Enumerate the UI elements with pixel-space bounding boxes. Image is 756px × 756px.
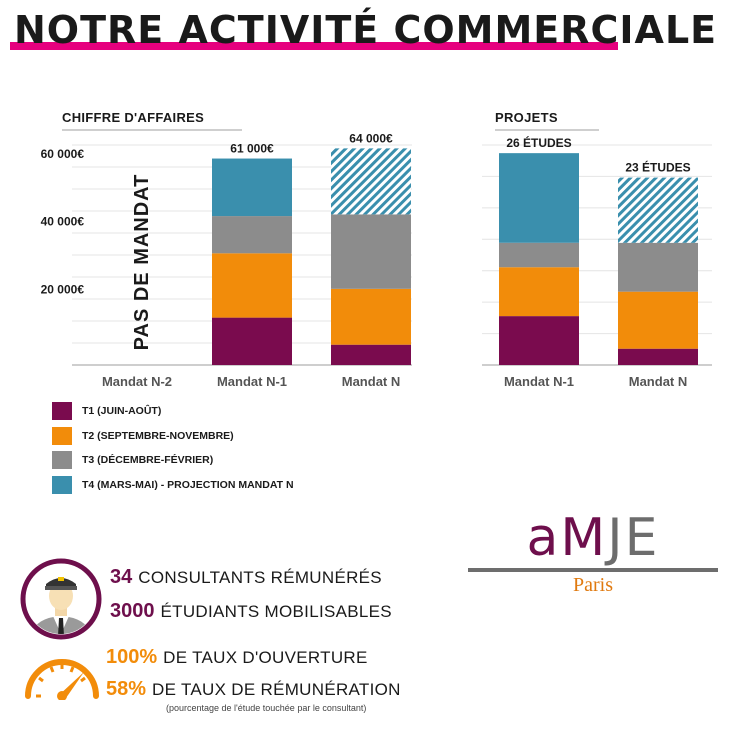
bar-segment [618,177,698,243]
x-tick-label: Mandat N [342,374,401,389]
ca-chart: 20 000€ 40 000€ 60 000€ Mandat N-2 61 000€ Ma… [41,131,412,389]
y-tick-label: 60 000€ [41,147,85,161]
legend-item-t1: T1 (JUIN-AOÛT) [52,402,161,420]
stat-etudiants-number: 3000 [110,600,155,622]
legend-label-t2: T2 (SEPTEMBRE-NOVEMBRE) [82,430,234,442]
stat-ouverture-text: DE TAUX D'OUVERTURE [163,648,368,667]
x-tick-label: Mandat N-2 [102,374,172,389]
legend-label-t4: T4 (MARS-MAI) - PROJECTION MANDAT N [82,479,294,491]
stat-remuneration-text: DE TAUX DE RÉMUNÉRATION [152,680,401,699]
stat-ouverture-number: 100% [106,646,158,668]
stat-etudiants: 3000 ÉTUDIANTS MOBILISABLES [110,600,392,623]
legend-swatch-t3 [52,451,72,469]
projets-chart: 26 ÉTUDES Mandat N-1 23 ÉTUDES Mandat N [482,135,712,389]
ca-chart-title: CHIFFRE D'AFFAIRES [62,110,242,131]
consultant-avatar-icon [20,558,102,640]
bar-segment [499,267,579,317]
bar-segment [212,317,292,365]
title-underline [10,42,618,50]
bar-segment [618,348,698,365]
bar-total-label: 26 ÉTUDES [506,135,571,150]
legend-swatch-t4 [52,476,72,494]
bar-total-label: 64 000€ [349,131,393,145]
bar-segment [331,214,411,289]
legend-item-t4: T4 (MARS-MAI) - PROJECTION MANDAT N [52,476,294,494]
stat-consultants: 34 CONSULTANTS RÉMUNÉRÉS [110,566,382,589]
bar-total-label: 23 ÉTUDES [625,160,690,175]
bar-segment [212,253,292,318]
legend-item-t3: T3 (DÉCEMBRE-FÉVRIER) [52,451,213,469]
bar-segment [499,242,579,268]
x-tick-label: Mandat N-1 [504,374,574,389]
bar-segment [331,148,411,215]
bar-segment [499,316,579,365]
x-tick-label: Mandat N [629,374,688,389]
bar-segment [212,158,292,217]
projets-chart-title: PROJETS [495,110,599,131]
stat-remuneration-number: 58% [106,678,147,700]
bar-segment [331,344,411,365]
stat-consultants-number: 34 [110,566,133,588]
no-mandate-annotation: PAS DE MANDAT [131,174,153,351]
amje-logo: aMJE Paris [468,508,718,597]
logo-rule [468,568,718,572]
x-tick-label: Mandat N-1 [217,374,287,389]
y-tick-label: 40 000€ [41,215,85,229]
page-title: NOTRE ACTIVITÉ COMMERCIALE [14,8,718,52]
bar-segment [618,291,698,349]
bar-total-label: 61 000€ [230,142,274,156]
gauge-icon [25,659,99,700]
bar-segment [618,242,698,292]
bar-segment [212,216,292,254]
legend-label-t1: T1 (JUIN-AOÛT) [82,405,162,417]
stat-remuneration: 58% DE TAUX DE RÉMUNÉRATION [106,678,401,701]
bar-segment [331,288,411,345]
logo-city: Paris [573,574,613,596]
legend-item-t2: T2 (SEPTEMBRE-NOVEMBRE) [52,427,234,445]
legend-swatch-t1 [52,402,72,420]
charts-svg: 20 000€ 40 000€ 60 000€ Mandat N-2 61 000€ Ma… [41,131,712,389]
stat-ouverture: 100% DE TAUX D'OUVERTURE [106,646,368,669]
stat-etudiants-text: ÉTUDIANTS MOBILISABLES [160,602,392,621]
stat-consultants-text: CONSULTANTS RÉMUNÉRÉS [138,568,382,587]
legend-label-t3: T3 (DÉCEMBRE-FÉVRIER) [82,454,214,466]
y-tick-label: 20 000€ [41,282,85,296]
logo-wordmark: aMJE [526,508,660,568]
bar-segment [499,153,579,243]
stat-footnote: (pourcentage de l'étude touchée par le c… [166,703,367,713]
legend-swatch-t2 [52,427,72,445]
